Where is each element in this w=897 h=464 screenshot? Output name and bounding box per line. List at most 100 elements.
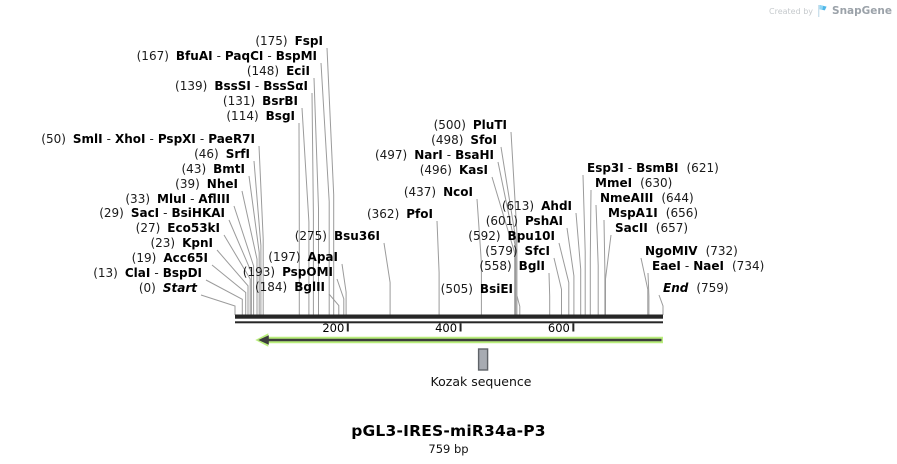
name-separator: - — [149, 132, 154, 146]
site-enzyme-names: NarI - BsaHI — [414, 148, 494, 162]
enzyme-name: NcoI — [443, 185, 473, 199]
site-label[interactable]: (197) ApaI — [268, 250, 338, 265]
enzyme-name: PluTI — [472, 118, 507, 132]
leader-line — [241, 190, 258, 315]
site-position: (193) — [242, 265, 276, 279]
site-position: (362) — [366, 207, 400, 221]
enzyme-name: PaqCI — [224, 49, 264, 63]
site-label[interactable]: (19) Acc65I — [132, 251, 208, 266]
site-label[interactable]: (46) SrfI — [194, 147, 250, 162]
site-position: (139) — [175, 79, 208, 93]
site-label[interactable]: (558) BglI — [479, 259, 545, 274]
site-label[interactable]: (148) EciI — [247, 64, 310, 79]
leader-line — [605, 234, 612, 315]
site-position: (644) — [661, 191, 694, 205]
site-label[interactable]: NgoMIV (732) — [645, 244, 738, 259]
snapgene-logo-icon — [817, 4, 828, 18]
site-position: (19) — [131, 251, 157, 265]
enzyme-name: MmeI — [595, 176, 633, 190]
site-label[interactable]: MspA1I (656) — [608, 206, 698, 221]
site-label[interactable]: (505) BsiEI — [441, 282, 513, 297]
site-position: (734) — [732, 259, 765, 273]
site-position: (175) — [255, 34, 288, 48]
leader-line — [436, 220, 440, 315]
site-position: (613) — [501, 199, 535, 213]
name-separator: - — [446, 148, 452, 162]
site-label[interactable]: Esp3I - BsmBI (621) — [587, 161, 719, 176]
site-label[interactable]: (39) NheI — [175, 177, 238, 192]
site-label[interactable]: NmeAIII (644) — [600, 191, 694, 206]
site-label[interactable]: (43) BmtI — [182, 162, 246, 177]
leader-line — [558, 242, 570, 315]
site-position: (558) — [479, 259, 512, 273]
site-enzyme-names: Bpu10I — [508, 229, 555, 243]
site-enzyme-names: Esp3I - BsmBI — [587, 161, 679, 175]
sequence-line[interactable] — [235, 314, 663, 319]
site-label[interactable]: (23) KpnI — [150, 236, 213, 251]
site-label[interactable]: (362) PfoI — [367, 207, 433, 222]
site-label[interactable]: (13) ClaI - BspDI — [93, 266, 202, 281]
enzyme-name: BsiHKAI — [171, 206, 226, 220]
site-label[interactable]: (275) Bsu36I — [295, 229, 380, 244]
leader-line — [336, 278, 345, 315]
site-label[interactable]: (497) NarI - BsaHI — [375, 148, 494, 163]
site-label[interactable]: (601) PshAI — [486, 214, 563, 229]
site-label[interactable]: End (759) — [663, 281, 729, 296]
name-separator: - — [627, 161, 633, 175]
site-enzyme-names: EaeI - NaeI — [652, 259, 724, 273]
enzyme-name: PspXI — [157, 132, 196, 146]
enzyme-name: BssSI — [214, 79, 251, 93]
site-label[interactable]: (131) BsrBI — [223, 94, 298, 109]
site-label[interactable]: (167) BfuAI - PaqCI - BspMI — [137, 49, 317, 64]
enzyme-name: SrfI — [225, 147, 250, 161]
site-label[interactable]: (50) SmlI - XhoI - PspXI - PaeR7I — [41, 132, 255, 147]
site-label[interactable]: (114) BsgI — [226, 109, 295, 124]
leader-line — [211, 264, 247, 315]
site-label[interactable]: (29) SacI - BsiHKAI — [99, 206, 225, 221]
site-label[interactable]: (184) BglII — [255, 280, 325, 295]
site-enzyme-names: BsrBI — [262, 94, 298, 108]
map-length: 759 bp — [428, 442, 469, 456]
site-label[interactable]: (496) KasI — [420, 163, 488, 178]
site-position: (167) — [136, 49, 169, 63]
leader-line — [328, 293, 340, 315]
enzyme-name: KpnI — [182, 236, 213, 250]
feature-label-kozak[interactable]: Kozak sequence — [430, 374, 532, 389]
site-label[interactable]: MmeI (630) — [595, 176, 672, 191]
site-label[interactable]: (27) Eco53kI — [136, 221, 220, 236]
site-label[interactable]: (613) AhdI — [502, 199, 572, 214]
enzyme-name: NaeI — [693, 259, 724, 273]
enzyme-name: BsgI — [265, 109, 295, 123]
site-label[interactable]: SacII (657) — [615, 221, 688, 236]
site-label[interactable]: (592) Bpu10I — [468, 229, 555, 244]
site-label[interactable]: (33) MluI - AflIII — [125, 192, 230, 207]
site-label[interactable]: (139) BssSI - BssSαI — [175, 79, 308, 94]
leader-line — [200, 294, 236, 315]
enzyme-name: Acc65I — [163, 251, 208, 265]
feature-kozak-box[interactable] — [477, 348, 489, 371]
leader-line — [595, 204, 599, 315]
site-label[interactable]: (500) PluTI — [434, 118, 507, 133]
enzyme-name: Bsu36I — [334, 229, 380, 243]
leader-line — [233, 205, 255, 315]
site-label[interactable]: (175) FspI — [255, 34, 323, 49]
leader-line — [575, 212, 582, 315]
enzyme-name: KasI — [458, 163, 488, 177]
enzyme-name: NmeAIII — [600, 191, 654, 205]
site-label[interactable]: (193) PspOMI — [243, 265, 333, 280]
site-label[interactable]: (498) SfoI — [431, 133, 497, 148]
site-position: (732) — [705, 244, 738, 258]
site-position: (496) — [419, 163, 452, 177]
enzyme-name: BsmBI — [636, 161, 679, 175]
enzyme-name: SfoI — [470, 133, 497, 147]
site-enzyme-names: BmtI — [213, 162, 245, 176]
site-label[interactable]: (437) NcoI — [404, 185, 473, 200]
site-label[interactable]: EaeI - NaeI (734) — [652, 259, 764, 274]
site-position: (46) — [194, 147, 219, 161]
site-label[interactable]: (0) Start — [139, 281, 197, 296]
leader-line — [383, 242, 391, 315]
site-label[interactable]: (579) SfcI — [485, 244, 550, 259]
site-position: (579) — [485, 244, 518, 258]
